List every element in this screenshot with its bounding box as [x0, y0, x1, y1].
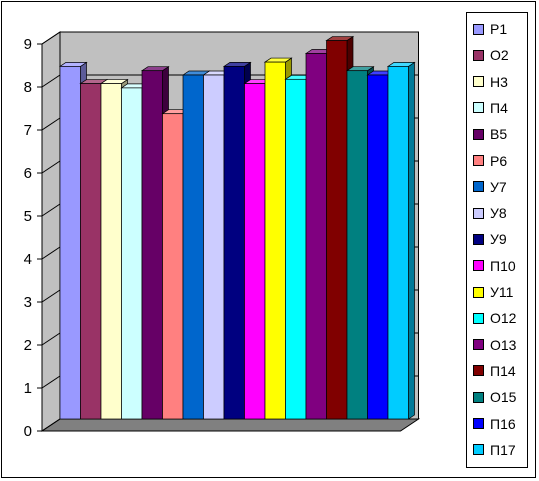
y-tick-label: 1: [24, 380, 32, 397]
legend-swatch: [473, 128, 484, 140]
legend-label: П17: [490, 441, 516, 458]
legend-label: Р6: [490, 152, 508, 169]
gridline-side: [41, 203, 61, 217]
legend-swatch: [473, 102, 484, 114]
legend-swatch: [473, 365, 484, 377]
bar-15: [346, 70, 368, 420]
legend-swatch: [473, 76, 484, 88]
legend-label: В5: [490, 126, 508, 143]
legend-label: У8: [490, 205, 507, 222]
bar-5: [141, 70, 163, 420]
legend-item: О13: [473, 335, 516, 355]
chart-legend: Р1 О2 Н3 П4 В5 Р6 У7 У8 У9 П10 У11 О12 О13 П14 О15 П16 П…: [466, 12, 528, 468]
y-tick-label: 8: [24, 79, 32, 96]
bar-1: [59, 66, 81, 420]
bar-13: [305, 53, 327, 420]
bar-14: [326, 40, 348, 420]
legend-item: У7: [473, 177, 507, 197]
chart-floor: [40, 418, 421, 432]
legend-item: У9: [473, 229, 507, 249]
y-tick-label: 7: [24, 122, 32, 139]
y-tick-label: 3: [24, 294, 32, 311]
legend-item: П10: [473, 256, 516, 276]
legend-item: О12: [473, 308, 516, 328]
bar-4: [121, 87, 143, 420]
bar-17: [387, 66, 409, 420]
bar-side-17: [408, 61, 415, 420]
legend-swatch: [473, 339, 484, 351]
legend-label: О12: [490, 310, 517, 327]
legend-swatch: [473, 207, 484, 219]
legend-label: У11: [490, 284, 514, 300]
legend-item: У11: [473, 282, 513, 302]
bar-16: [367, 74, 389, 420]
legend-item: П14: [473, 361, 516, 381]
legend-item: Р6: [473, 151, 507, 171]
legend-label: Н3: [490, 73, 508, 90]
legend-swatch: [473, 286, 484, 298]
legend-swatch: [473, 391, 484, 403]
y-tick-label: 4: [24, 251, 32, 268]
y-tick-label: 6: [24, 165, 32, 182]
legend-swatch: [473, 260, 484, 272]
legend-swatch: [473, 312, 484, 324]
legend-swatch: [473, 233, 484, 245]
legend-item: О2: [473, 45, 509, 65]
y-tick-label: 2: [24, 337, 32, 354]
bar-2: [80, 83, 102, 420]
y-tick-label: 9: [24, 36, 32, 53]
legend-label: О2: [490, 47, 509, 64]
legend-item: У8: [473, 203, 507, 223]
legend-swatch: [473, 444, 484, 456]
gridline-side: [41, 117, 61, 131]
legend-swatch: [473, 49, 484, 61]
gridline-side: [41, 375, 61, 389]
bar-3: [100, 83, 122, 420]
legend-item: О15: [473, 387, 516, 407]
y-tick-label: 5: [24, 208, 32, 225]
bar-8: [203, 74, 225, 420]
legend-label: П10: [490, 257, 516, 274]
legend-item: П17: [473, 440, 516, 460]
gridline-side: [41, 74, 61, 88]
legend-label: О15: [490, 389, 517, 406]
legend-item: В5: [473, 124, 507, 144]
legend-label: П16: [490, 415, 516, 432]
gridline-side: [41, 332, 61, 346]
legend-label: П14: [490, 362, 516, 379]
legend-swatch: [473, 181, 484, 193]
bar-7: [182, 74, 204, 420]
gridline-side: [41, 160, 61, 174]
gridline-side: [41, 289, 61, 303]
legend-label: Р1: [490, 21, 508, 37]
legend-item: П4: [473, 98, 508, 118]
legend-label: У9: [490, 231, 507, 248]
legend-label: П4: [490, 99, 508, 116]
gridline-side: [41, 418, 61, 432]
side-wall: [41, 31, 61, 432]
y-tick-label: 0: [24, 423, 32, 440]
bar-11: [264, 61, 286, 420]
legend-label: У7: [490, 178, 507, 195]
gridline-side: [41, 246, 61, 260]
gridline-side: [41, 31, 61, 45]
legend-item: Н3: [473, 72, 508, 92]
bar-12: [285, 78, 307, 420]
legend-swatch: [473, 23, 484, 35]
legend-item: П16: [473, 414, 516, 434]
legend-swatch: [473, 418, 484, 429]
bar-10: [244, 83, 266, 420]
bar-6: [162, 113, 184, 420]
legend-label: О13: [490, 336, 517, 353]
legend-swatch: [473, 155, 484, 166]
bar-9: [223, 66, 245, 420]
legend-item: Р1: [473, 19, 507, 39]
